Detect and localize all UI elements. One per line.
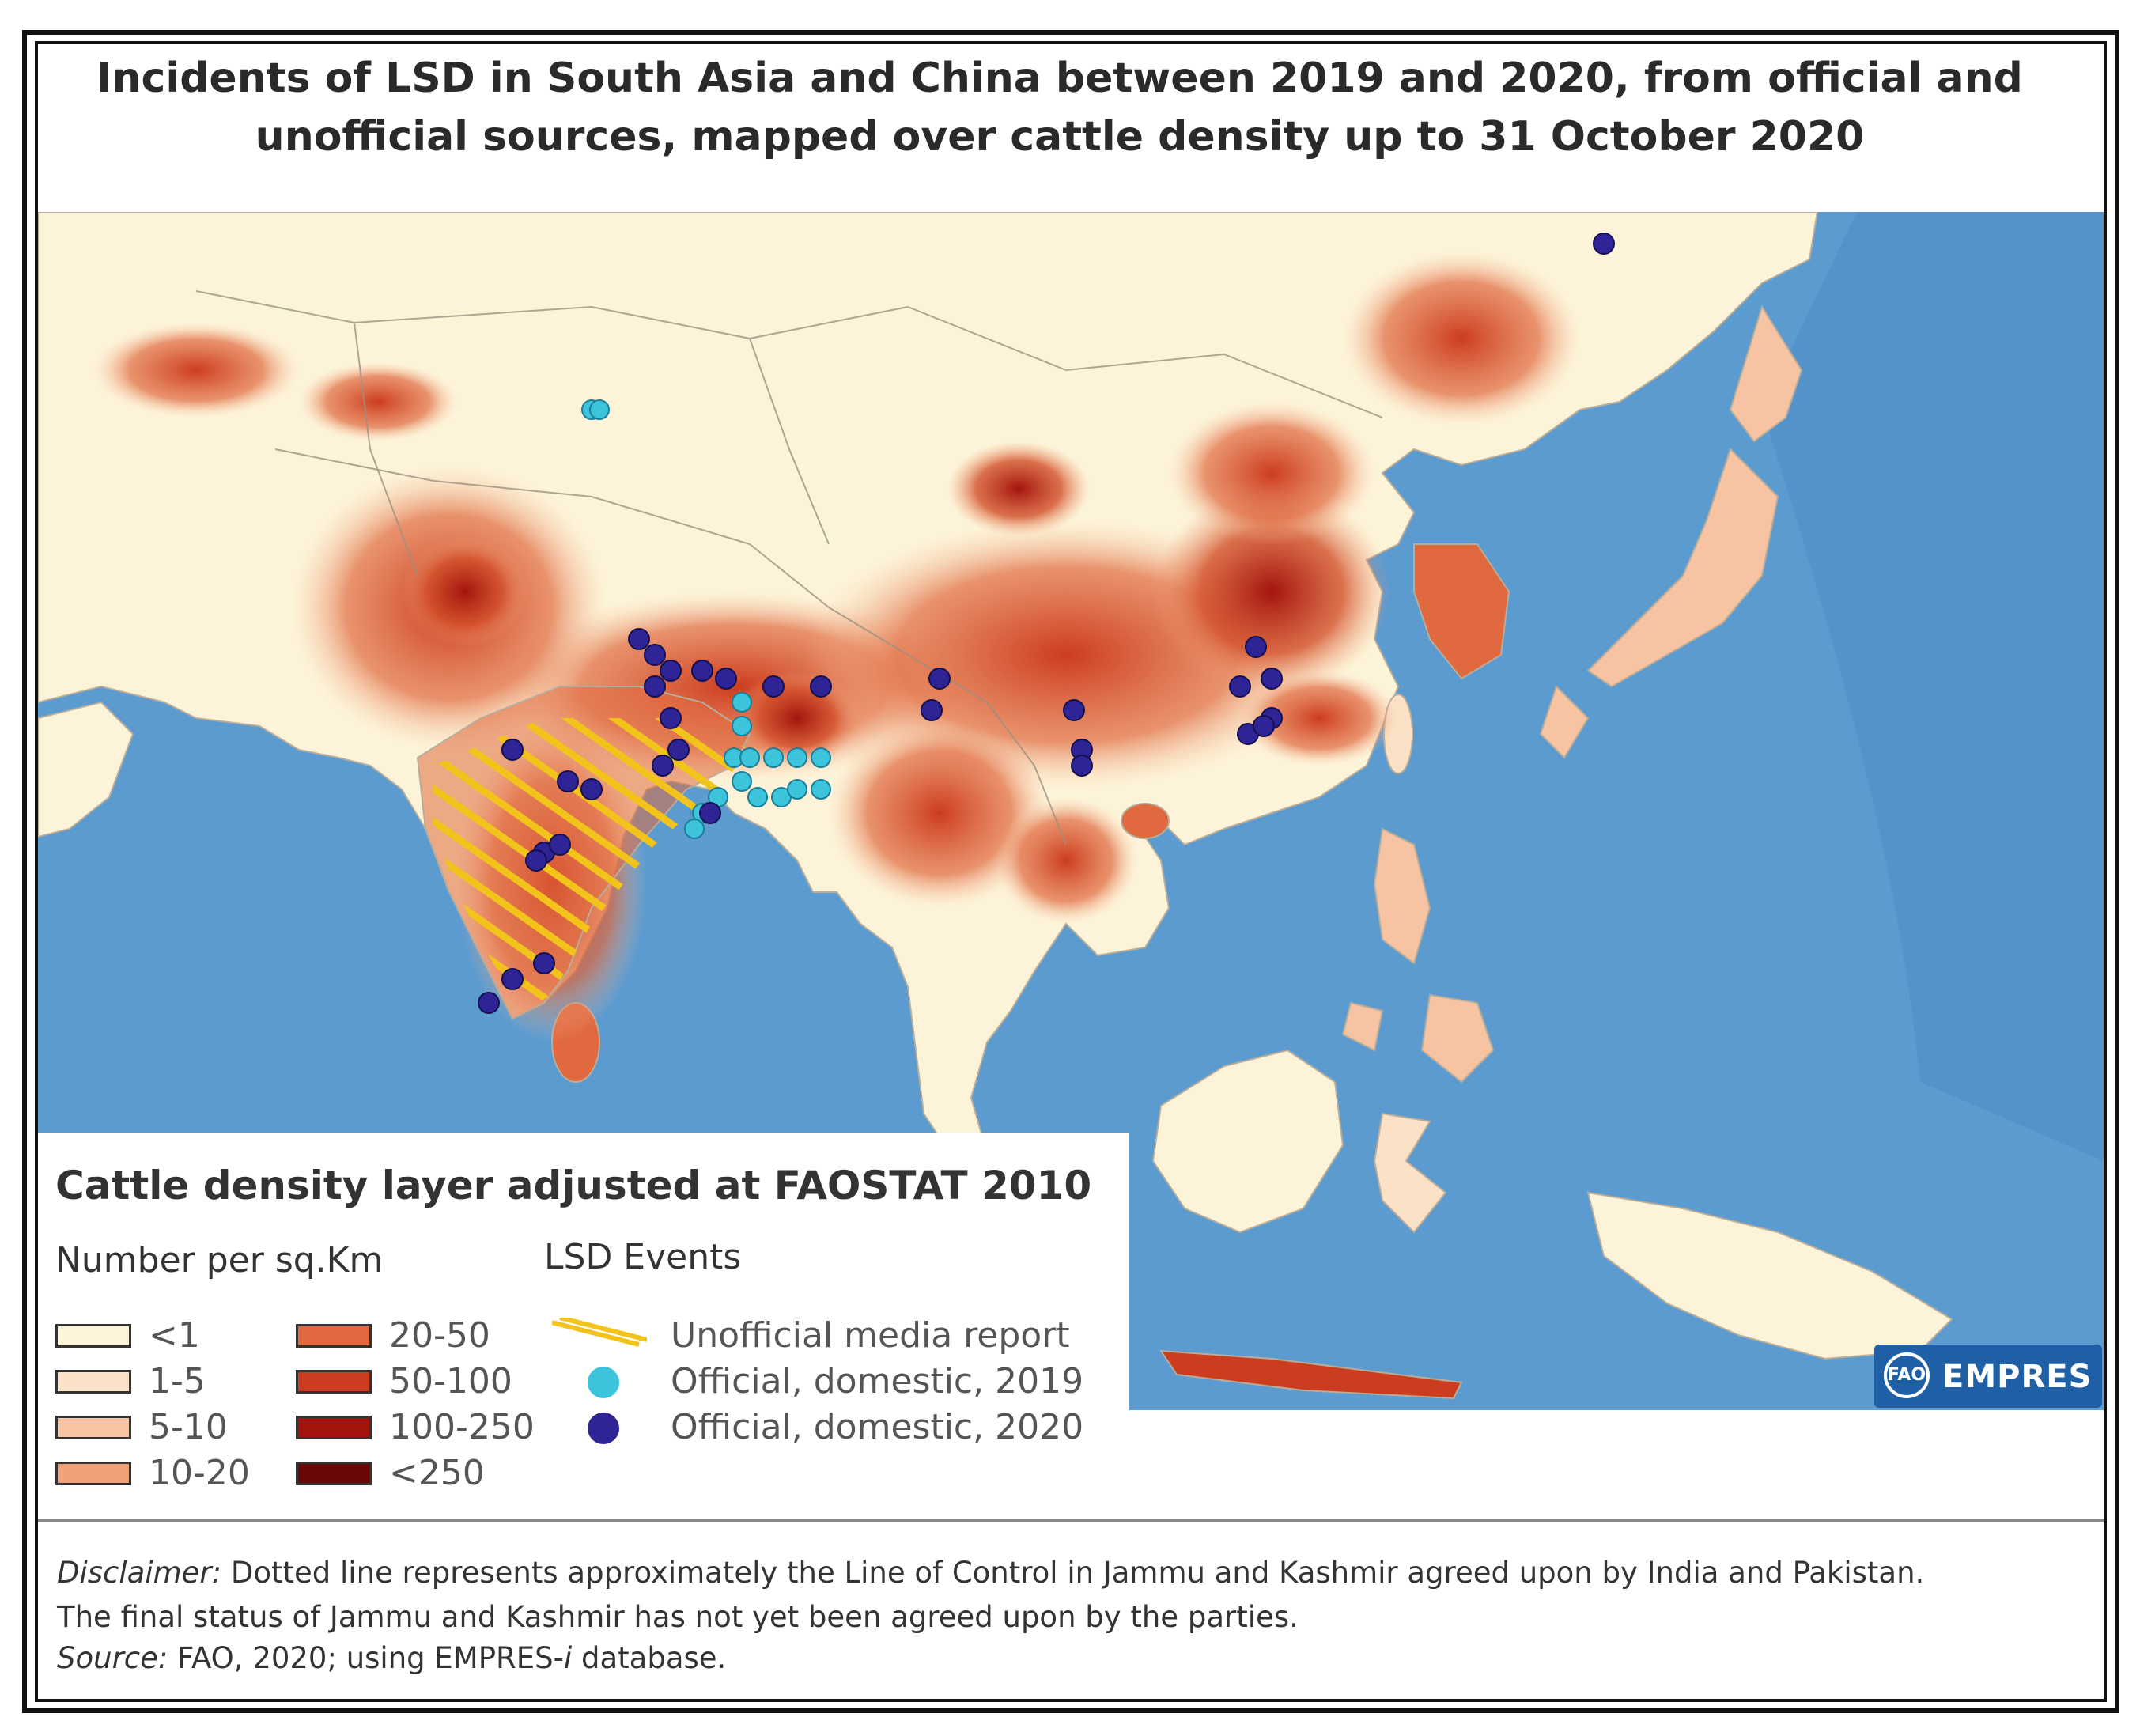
korean-peninsula [1413,543,1510,680]
event-label-0: Unofficial media report [671,1315,1070,1356]
lsd-event-2019-marker [763,747,784,768]
density-label-1: 1-5 [149,1361,206,1401]
lsd-event-2019-marker [787,747,807,768]
density-swatch-0 [55,1324,131,1348]
source-end: database. [572,1641,727,1675]
lsd-event-2019-marker [684,819,705,839]
lsd-event-2020-marker [810,675,832,698]
lsd-event-2020-marker [628,628,650,650]
lsd-events-layer [478,233,1615,1014]
density-label-5: 50-100 [389,1361,512,1401]
unofficial-media-report-area [433,718,750,1011]
density-swatch-1 [55,1370,131,1394]
lsd-event-2020-marker [549,834,571,856]
map-title: Incidents of LSD in South Asia and China… [47,49,2072,166]
density-label-4: 20-50 [389,1315,490,1356]
disclaimer-text: Dotted line represents approximately the… [221,1556,1925,1590]
density-label-6: 100-250 [389,1407,535,1447]
disclaimer-label: Disclaimer: [57,1556,222,1590]
lsd-event-2020-marker [928,668,951,690]
lsd-event-2020-marker [660,660,682,682]
density-swatch-5 [296,1370,372,1394]
empres-wordmark: EMPRES [1942,1359,2093,1395]
lsd-event-2020-marker [644,644,666,666]
events-legend-heading: LSD Events [544,1237,742,1277]
lsd-event-2020-marker [691,660,713,682]
lsd-event-2020-marker [1245,636,1267,658]
outer-frame [22,30,2119,1713]
event-label-2: Official, domestic, 2020 [671,1407,1084,1447]
density-label-3: 10-20 [149,1453,250,1493]
lsd-event-2020-marker [557,770,579,792]
lsd-event-2020-marker [762,675,785,698]
java-lesser-sunda [1159,1349,1463,1400]
disclaimer-line-1: Disclaimer: Dotted line represents appro… [57,1554,1924,1592]
lsd-event-2020-marker [1229,675,1251,698]
disclaimer-line-2: The final status of Jammu and Kashmir ha… [57,1600,1299,1634]
borneo [1151,1049,1344,1234]
event-label-1: Official, domestic, 2019 [671,1361,1084,1401]
title-line-2: unofficial sources, mapped over cattle d… [255,113,1865,161]
pacific-trench-shading [1762,212,2104,1161]
legend-panel: Cattle density layer adjusted at FAOSTAT… [38,1133,1129,1493]
lsd-event-2019-marker [787,779,807,800]
event-dot-1 [588,1367,619,1398]
density-label-0: <1 [149,1315,200,1356]
lsd-event-2020-marker [644,675,666,698]
lsd-event-2020-marker [921,699,943,721]
lsd-event-2020-marker [478,992,500,1014]
density-swatch-6 [296,1416,372,1439]
source-line: Source: FAO, 2020; using EMPRES-i databa… [57,1640,726,1677]
source-label: Source: [57,1641,168,1675]
title-line-1: Incidents of LSD in South Asia and China… [96,55,2023,102]
unofficial-hatch-icon [552,1318,647,1347]
arabian-peninsula [38,701,134,838]
lsd-event-2020-marker [533,952,555,974]
lsd-event-2020-marker [1063,699,1085,721]
density-label-2: 5-10 [149,1407,228,1447]
density-swatch-7 [296,1462,372,1485]
country-borders [195,290,1383,845]
density-legend-heading: Number per sq.Km [55,1240,384,1280]
philippines [1341,827,1495,1084]
density-label-7: <250 [389,1453,485,1493]
lsd-event-2020-marker [501,739,524,761]
lsd-event-2020-marker [525,849,547,872]
cattle-density-map [38,212,2104,1410]
lsd-event-2019-marker [732,692,752,713]
lsd-event-2020-marker [715,668,737,690]
japan-islands [1539,304,1803,759]
lsd-event-2020-marker [1253,715,1275,737]
density-swatch-2 [55,1416,131,1439]
density-swatch-4 [296,1324,372,1348]
fao-empres-logo: FAO EMPRES [1874,1345,2102,1408]
source-italic: i [563,1641,573,1675]
event-dot-2 [588,1413,619,1444]
lsd-event-2020-marker [667,739,690,761]
fao-logo-icon: FAO [1884,1352,1930,1398]
lsd-event-2020-marker [1261,668,1283,690]
lsd-event-2020-marker [580,778,603,800]
lsd-event-2019-marker [732,771,752,792]
lsd-event-2020-marker [652,755,674,777]
lsd-event-2020-marker [501,968,524,990]
lsd-event-2020-marker [699,802,721,824]
lsd-event-2020-marker [660,707,682,729]
divider-line [38,1519,2104,1522]
legend-title: Cattle density layer adjusted at FAOSTAT… [55,1163,1092,1208]
lsd-event-2019-marker [811,747,831,768]
lsd-event-2020-marker [1071,755,1093,777]
source-text: FAO, 2020; using EMPRES- [168,1641,564,1675]
lsd-event-2019-marker [747,787,768,807]
lsd-event-2019-marker [732,716,752,736]
lsd-event-2019-marker [811,779,831,800]
density-swatch-3 [55,1462,131,1485]
lsd-event-2019-marker [589,399,610,420]
lsd-event-2020-marker [1593,233,1615,255]
lsd-event-2019-marker [739,747,760,768]
sulawesi [1373,1112,1447,1234]
